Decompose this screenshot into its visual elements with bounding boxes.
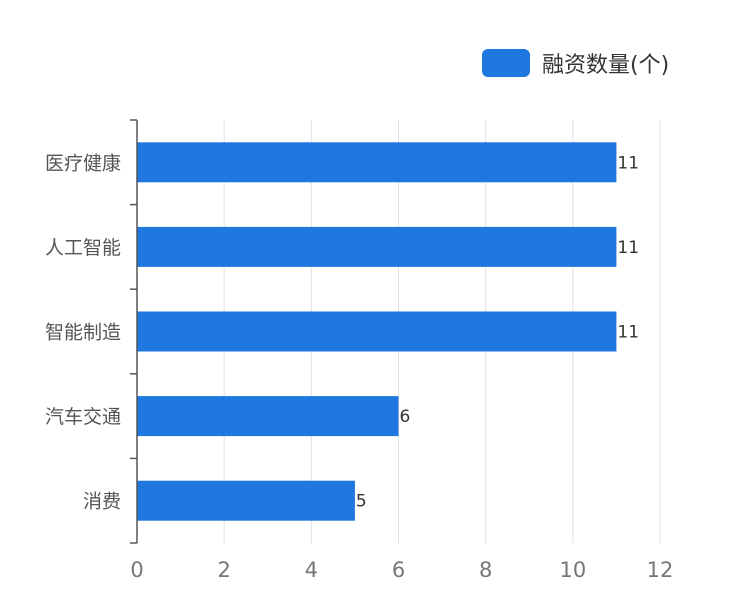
- bar-5: [137, 480, 355, 521]
- bar-1: [137, 142, 617, 183]
- data-label: 5: [356, 492, 367, 512]
- legend[interactable]: 融资数量(个): [482, 46, 669, 80]
- bar-4: [137, 396, 399, 437]
- data-label: 6: [400, 407, 411, 427]
- x-tick-label: 8: [479, 558, 492, 582]
- x-tick-label: 10: [559, 558, 586, 582]
- data-label: 11: [617, 238, 639, 258]
- x-tick-label: 0: [130, 558, 143, 582]
- category-label: 消费: [83, 491, 121, 513]
- data-label: 11: [617, 323, 639, 343]
- category-label: 医疗健康: [45, 152, 121, 174]
- category-label: 汽车交通: [45, 406, 121, 428]
- bar-2: [137, 226, 617, 267]
- category-label: 人工智能: [45, 237, 121, 259]
- legend-swatch: [482, 49, 530, 77]
- data-label: 11: [617, 153, 639, 173]
- category-label: 智能制造: [45, 322, 121, 344]
- x-tick-label: 6: [392, 558, 405, 582]
- x-tick-label: 4: [305, 558, 318, 582]
- legend-label: 融资数量(个): [542, 53, 670, 78]
- x-tick-label: 12: [647, 558, 674, 582]
- x-tick-label: 2: [217, 558, 230, 582]
- bar-3: [137, 311, 617, 352]
